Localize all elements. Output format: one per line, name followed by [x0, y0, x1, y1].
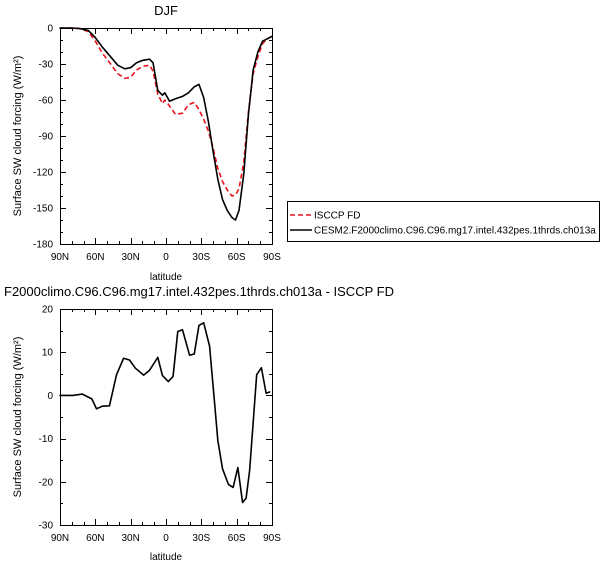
series-line-first — [60, 27, 273, 197]
x-tick-label: 90S — [263, 252, 281, 263]
x-axis-label: latitude — [150, 272, 183, 283]
difference-chart: F2000climo.C96.C96.mg17.intel.432pes.1th… — [4, 284, 394, 563]
y-tick-label: 0 — [47, 391, 53, 402]
x-tick-label: 30S — [192, 533, 210, 544]
series-line-first — [59, 322, 271, 504]
legend-box — [287, 201, 600, 242]
zonal-mean-chart: DJF 90N 60N 30N 0 30S 60S 90S 0 -30 -60 -90 -120 -150… — [12, 3, 600, 283]
legend: ISCCP FD CESM2.F2000climo.C96.C96.mg17.in… — [287, 201, 600, 242]
x-tick-label: 0 — [163, 252, 169, 263]
plot-frame — [60, 28, 273, 245]
x-tick-label: 60N — [86, 252, 104, 263]
y-tick-label: 10 — [42, 348, 54, 359]
x-axis-label: latitude — [150, 552, 183, 563]
y-tick-label: -30 — [39, 521, 54, 532]
x-tick-label: 30N — [121, 252, 139, 263]
y-tick-label: -30 — [39, 60, 54, 71]
y-tick-label: 20 — [42, 305, 54, 316]
legend-entry: ISCCP FD — [290, 211, 361, 222]
y-tick-label: -120 — [33, 168, 53, 179]
y-tick-label: -10 — [39, 434, 54, 445]
chart-title: F2000climo.C96.C96.mg17.intel.432pes.1th… — [4, 284, 394, 299]
legend-label: ISCCP FD — [314, 211, 361, 222]
y-axis-label: Surface SW cloud forcing (W/m²) — [12, 337, 24, 498]
y-axis-label: Surface SW cloud forcing (W/m²) — [12, 56, 24, 217]
x-tick-label: 30S — [192, 252, 210, 263]
y-tick-label: -60 — [39, 96, 54, 107]
chart-title: DJF — [154, 3, 178, 18]
legend-entry: CESM2.F2000climo.C96.C96.mg17.intel.432p… — [290, 226, 596, 237]
y-tick-label: -20 — [39, 477, 54, 488]
x-tick-label: 30N — [121, 533, 139, 544]
x-tick-label: 60N — [86, 533, 104, 544]
x-tick-label: 90N — [51, 252, 69, 263]
legend-label: CESM2.F2000climo.C96.C96.mg17.intel.432p… — [314, 226, 596, 237]
series-line-second — [59, 27, 273, 221]
y-tick-label: 0 — [47, 24, 53, 35]
y-tick-label: -90 — [39, 132, 54, 143]
x-tick-label: 60S — [228, 252, 246, 263]
x-tick-label: 60S — [228, 533, 246, 544]
y-tick-label: -150 — [33, 204, 53, 215]
y-tick-label: -180 — [33, 240, 53, 251]
x-tick-label: 90N — [51, 533, 69, 544]
x-tick-label: 90S — [263, 533, 281, 544]
x-tick-label: 0 — [163, 533, 169, 544]
